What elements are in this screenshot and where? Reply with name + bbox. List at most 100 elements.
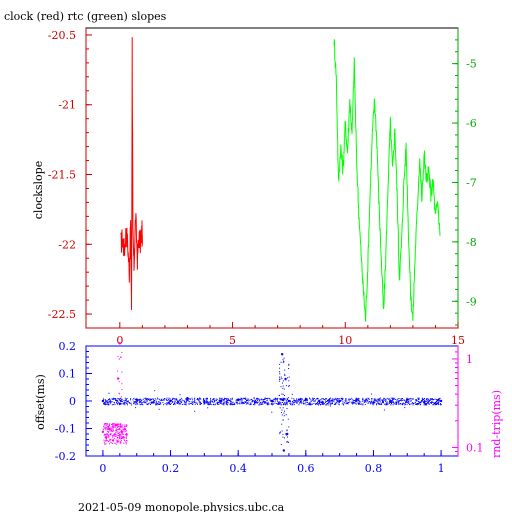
offset-point	[124, 402, 126, 404]
offset-point	[274, 402, 276, 404]
offset-point	[376, 400, 378, 402]
rndtrip-point	[116, 423, 118, 425]
rndtrip-point	[123, 424, 125, 426]
offset-point	[330, 400, 332, 402]
offset-point	[139, 400, 141, 402]
offset-point	[348, 399, 350, 401]
rndtrip-point	[120, 425, 122, 427]
rndtrip-point	[111, 430, 113, 432]
offset-point	[279, 398, 281, 400]
offset-point	[281, 412, 282, 414]
offset-point	[406, 401, 408, 403]
offset-point	[333, 398, 335, 400]
rndtrip-point	[123, 429, 125, 431]
offset-point	[224, 398, 226, 400]
offset-point	[286, 408, 288, 410]
offset-point	[127, 404, 128, 406]
offset-point	[362, 398, 364, 400]
offset-point	[133, 402, 135, 404]
offset-point	[385, 399, 387, 401]
rndtrip-point	[103, 423, 105, 425]
offset-point	[403, 399, 405, 401]
offset-point	[241, 398, 243, 400]
offset-point	[309, 397, 311, 399]
offset-point	[390, 400, 392, 402]
offset-point	[349, 398, 350, 400]
offset-point	[191, 401, 193, 403]
rndtrip-point	[113, 429, 115, 431]
offset-point	[325, 400, 326, 402]
offset-point	[157, 403, 159, 405]
offset-point	[317, 400, 319, 402]
offset-point	[134, 401, 135, 403]
offset-point	[324, 398, 326, 400]
offset-point	[405, 401, 407, 403]
offset-point	[358, 403, 360, 404]
offset-point	[296, 402, 298, 404]
offset-point	[412, 404, 414, 406]
offset-point	[228, 399, 230, 401]
offset-point	[256, 398, 258, 400]
offset-point	[279, 431, 281, 433]
offset-point	[242, 402, 243, 403]
offset-point	[240, 397, 242, 399]
slope-y2-tick-label: -7	[466, 176, 477, 189]
offset-point	[313, 398, 314, 400]
offset-point	[335, 403, 337, 405]
offset-point	[300, 402, 302, 404]
offset-point	[284, 402, 286, 404]
rndtrip-point	[118, 441, 120, 443]
offset-point	[282, 404, 284, 406]
offset-point	[265, 402, 266, 404]
offset-point	[282, 385, 284, 387]
offset-point	[185, 404, 187, 406]
offset-point	[199, 402, 201, 404]
offset-point	[367, 397, 369, 399]
offset-point	[246, 401, 247, 403]
offset-point	[122, 402, 124, 404]
offset-point	[390, 402, 392, 403]
rndtrip-point	[118, 393, 120, 395]
offset-point	[205, 398, 207, 400]
offset-point	[358, 403, 360, 405]
offset-point	[317, 398, 319, 400]
rndtrip-point	[110, 431, 112, 432]
offset-point	[338, 402, 340, 404]
offset-point	[438, 401, 440, 403]
offset-point	[189, 398, 191, 400]
offset-point	[114, 398, 116, 400]
rndtrip-point	[103, 435, 105, 437]
offset-point	[204, 400, 206, 401]
offset-point	[298, 404, 300, 406]
offset-point	[184, 400, 186, 402]
rndtrip-point	[118, 425, 120, 427]
offset-panel: offset(ms) rnd-trip(ms) 0 0.2 0.4 0.6 0.8 1 0.…	[34, 340, 503, 475]
offset-point	[124, 403, 126, 405]
offset-point	[348, 398, 350, 400]
offset-point	[236, 398, 238, 400]
offset-point	[377, 401, 379, 402]
offset-point	[379, 400, 381, 402]
offset-point	[367, 401, 369, 403]
offset-point	[194, 397, 196, 399]
offset-point	[145, 399, 147, 401]
offset-point	[412, 402, 413, 404]
offset-point	[347, 401, 349, 403]
offset-point	[111, 398, 113, 400]
offset-point	[266, 403, 268, 405]
rndtrip-point	[105, 428, 107, 429]
offset-point	[388, 398, 390, 400]
offset-point	[219, 400, 220, 402]
offset-point	[109, 401, 110, 403]
slope-x-tick-label: 15	[451, 334, 465, 347]
offset-point	[356, 400, 358, 402]
offset-point	[279, 407, 281, 409]
offset-point	[221, 403, 223, 405]
offset-point	[305, 404, 307, 406]
offset-point	[215, 400, 217, 401]
offset-point	[281, 399, 283, 401]
offset-point	[292, 404, 294, 405]
offset-point	[219, 401, 221, 403]
offset-point	[422, 399, 424, 400]
offset-point	[337, 398, 339, 399]
